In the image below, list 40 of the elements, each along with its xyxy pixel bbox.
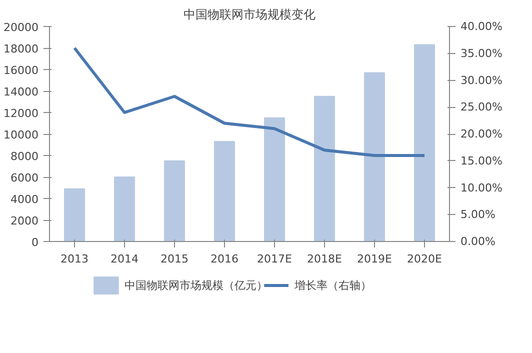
x-tick-label: 2014 [110,252,139,266]
bar [164,160,185,242]
y-tick-label: 8000 [10,150,39,163]
bar [264,117,285,242]
x-tick-label: 2016 [210,252,239,266]
y2-tick-label: 5.00% [460,208,496,222]
y-tick-label: 2000 [10,214,39,228]
y2-tick-label: 35.00% [460,46,502,60]
x-tick-label: 2015 [160,252,189,266]
chart-title: 中国物联网市场规模变化 [184,8,316,22]
y2-tick-label: 40.00% [460,20,502,33]
y-tick-label: 12000 [4,107,39,120]
y-tick-label: 18000 [4,42,39,56]
y-tick-label: 0 [32,236,38,249]
x-tick-label: 2017E [257,252,292,266]
y2-tick-label: 30.00% [460,74,502,87]
y2-tick-label: 0.00% [460,235,496,248]
y-tick-label: 10000 [4,128,39,142]
y2-tick-label: 10.00% [460,181,502,194]
bar [364,72,385,242]
x-tick-label: 2013 [60,252,89,266]
y-tick-label: 16000 [4,64,39,77]
bar [214,141,235,242]
y2-tick-label: 20.00% [460,128,502,140]
y2-tick-label: 25.00% [460,100,502,114]
y-tick-label: 4000 [10,193,39,206]
y-tick-label: 14000 [4,86,39,98]
bar [114,176,135,242]
y-tick-label: 20000 [4,21,39,34]
bar [314,96,335,242]
bar [64,188,85,242]
legend-label: 增长率（右轴） [294,279,372,292]
x-tick-label: 2020E [407,252,442,266]
x-tick-label: 2019E [357,252,392,266]
line-series [73,46,426,157]
y2-tick-label: 15.00% [460,154,502,168]
legend-label: 中国物联网市场规模（亿元） [124,279,268,292]
bar [414,44,435,242]
y-tick-label: 6000 [10,172,39,184]
x-tick-label: 2018E [307,252,342,266]
